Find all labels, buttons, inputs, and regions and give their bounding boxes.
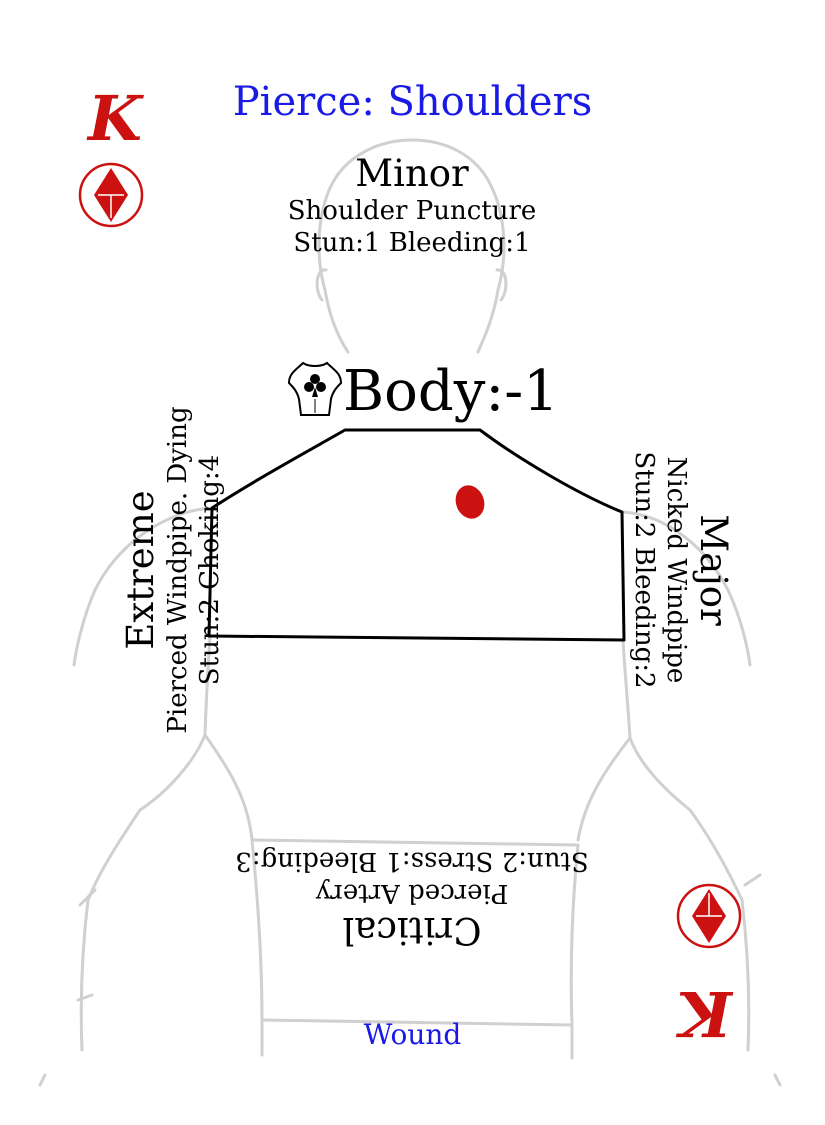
critical-name: Pierced Artery xyxy=(315,878,509,908)
minor-name: Shoulder Puncture xyxy=(287,196,537,226)
diamond-icon xyxy=(78,162,144,228)
extreme-section: Extreme Pierced Windpipe. Dying Stun:2 C… xyxy=(119,385,226,755)
critical-section: Critical Pierced Artery Stun:2 Stress:1 … xyxy=(212,845,612,952)
major-effects: Stun:2 Bleeding:2 xyxy=(629,451,659,689)
extreme-name: Pierced Windpipe. Dying xyxy=(163,406,193,734)
body-modifier: Body:-1 xyxy=(343,359,559,424)
major-name: Nicked Windpipe xyxy=(661,456,691,684)
extreme-heading: Extreme xyxy=(119,490,162,650)
rank-top: K xyxy=(88,82,142,155)
torso-club-icon xyxy=(287,361,343,416)
minor-heading: Minor xyxy=(355,152,469,195)
critical-heading: Critical xyxy=(342,909,482,952)
wound-marker xyxy=(455,485,485,519)
card-title: Pierce: Shoulders xyxy=(232,79,593,125)
major-heading: Major xyxy=(692,514,735,626)
major-section: Major Nicked Windpipe Stun:2 Bleeding:2 xyxy=(628,385,735,755)
card-footer: Wound xyxy=(363,1018,462,1051)
minor-section: Minor Shoulder Puncture Stun:1 Bleeding:… xyxy=(212,153,612,259)
minor-effects: Stun:1 Bleeding:1 xyxy=(293,228,531,258)
critical-effects: Stun:2 Stress:1 Bleeding:3 xyxy=(235,846,589,876)
extreme-effects: Stun:2 Choking:4 xyxy=(195,454,225,686)
diamond-icon xyxy=(676,883,742,949)
